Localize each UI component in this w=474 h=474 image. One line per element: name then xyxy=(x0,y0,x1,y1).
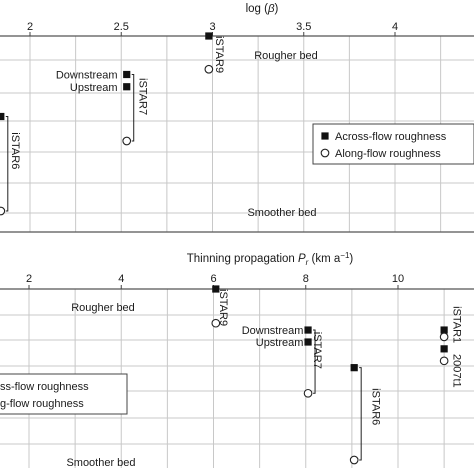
across-flow-point xyxy=(304,338,312,346)
along-flow-point xyxy=(204,64,214,74)
x-tick-label: 4 xyxy=(118,273,124,285)
legend: ss-flow roughness g-flow roughness xyxy=(0,373,128,415)
site-label: iSTAR1 xyxy=(450,306,462,343)
x-tick-label: 4 xyxy=(392,21,398,33)
site-bracket xyxy=(313,329,316,394)
site-label: iSTAR6 xyxy=(9,132,21,169)
x-tick-label: 10 xyxy=(392,273,404,285)
x-tick-label: 3 xyxy=(209,21,215,33)
across-flow-point xyxy=(0,112,5,121)
smoother-bed-label: Smoother bed xyxy=(247,207,316,219)
rougher-bed-label: Rougher bed xyxy=(254,50,318,62)
x-tick-label: 3.5 xyxy=(296,21,311,33)
across-flow-point xyxy=(304,326,312,334)
site-bracket xyxy=(359,367,362,461)
across-flow-point xyxy=(440,345,448,353)
along-flow-point xyxy=(122,136,132,146)
rougher-bed-label: Rougher bed xyxy=(71,302,135,314)
site-label: iSTAR6 xyxy=(370,388,382,425)
x-tick-label: 2 xyxy=(27,21,33,33)
legend-box xyxy=(0,373,128,415)
x-axis-title: Thinning propagation Pr (km a−1) xyxy=(187,251,354,267)
along-flow-point xyxy=(439,356,449,366)
x-axis-title-subscript: r xyxy=(306,258,309,267)
along-flow-point xyxy=(0,206,6,216)
position-label: Downstream xyxy=(56,70,118,82)
legend-circle-icon xyxy=(320,148,330,158)
legend-label: Across-flow roughness xyxy=(335,131,447,143)
bottom-panel-thinning-propagation: 2 4 6 8 10 Thinning propagation Pr (km a−1) Ro… xyxy=(0,251,474,469)
x-tick-label: 6 xyxy=(210,273,216,285)
site-bracket xyxy=(131,74,135,142)
along-flow-point xyxy=(303,388,313,398)
site-label: 2007t1 xyxy=(450,354,462,388)
across-flow-point xyxy=(123,83,131,91)
position-label: Upstream xyxy=(70,82,118,94)
x-axis-title: log (β) xyxy=(246,3,279,15)
legend-square-icon xyxy=(321,132,329,140)
site-label: iSTAR9 xyxy=(217,289,229,326)
site-label: iSTAR9 xyxy=(213,36,225,73)
across-flow-point xyxy=(350,364,358,372)
x-axis-title-symbol: β xyxy=(267,3,275,15)
along-flow-point xyxy=(211,318,221,328)
x-tick-label: 8 xyxy=(303,273,309,285)
site-label: iSTAR7 xyxy=(137,78,149,115)
legend: Across-flow roughness Along-flow roughnes… xyxy=(312,123,474,165)
top-panel-log-beta: 2 2.5 3 3.5 4 log (β) Rougher bed Smoother bed i… xyxy=(0,3,474,233)
along-flow-point xyxy=(349,455,359,465)
x-axis-title-superscript: −1 xyxy=(340,251,350,260)
x-axis-title-suffix: ) xyxy=(275,3,279,15)
across-flow-point xyxy=(123,70,131,79)
smoother-bed-label: Smoother bed xyxy=(66,457,135,469)
x-axis-title-end: ) xyxy=(349,253,353,265)
x-axis-title-symbol: P xyxy=(298,253,306,265)
across-flow-point xyxy=(440,326,448,334)
x-tick-label: 2.5 xyxy=(114,21,129,33)
along-flow-point xyxy=(439,332,449,342)
legend-box xyxy=(312,123,474,165)
x-axis-title-prefix: log ( xyxy=(246,3,269,15)
legend-label: g-flow roughness xyxy=(0,398,84,410)
x-axis-title-prefix: Thinning propagation xyxy=(187,253,298,265)
x-axis-title-unit: (km a xyxy=(308,253,341,265)
across-flow-point xyxy=(212,285,220,293)
across-flow-point xyxy=(205,32,213,40)
site-label: iSTAR7 xyxy=(311,332,323,369)
legend-label: Along-flow roughness xyxy=(335,148,441,160)
position-label: Downstream xyxy=(242,325,304,337)
x-tick-label: 2 xyxy=(26,273,32,285)
legend-label: ss-flow roughness xyxy=(0,381,89,393)
position-label: Upstream xyxy=(256,337,304,349)
site-bracket xyxy=(5,116,9,212)
